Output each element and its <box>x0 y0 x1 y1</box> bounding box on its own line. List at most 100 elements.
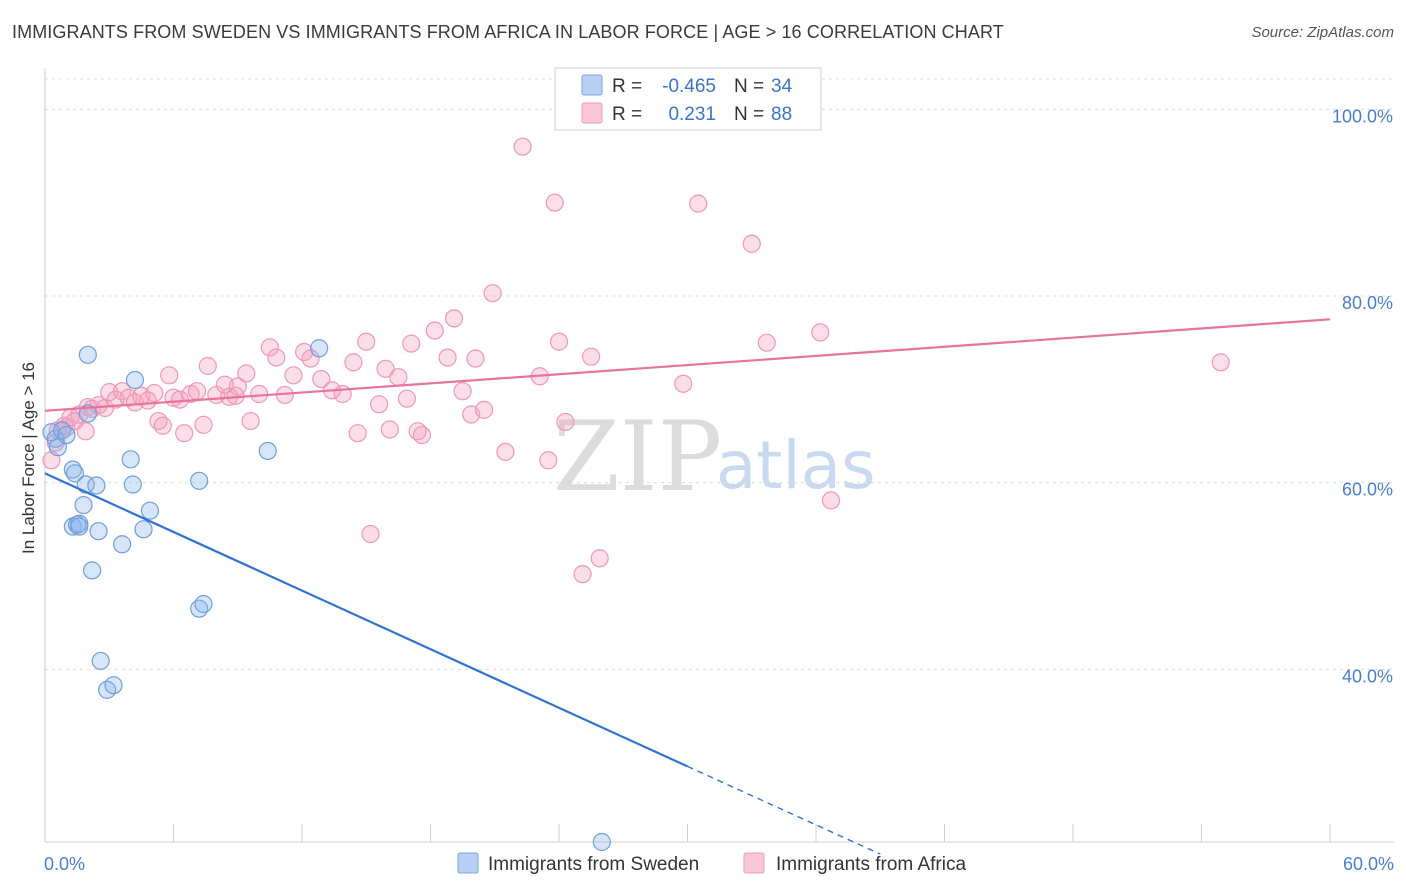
africa-point <box>757 333 776 352</box>
sweden-point <box>134 520 153 539</box>
y-tick-label-100: 100.0% <box>1332 106 1393 126</box>
africa-point <box>397 389 417 408</box>
legend-africa-r-value: 0.231 <box>668 104 716 125</box>
sweden-point <box>194 594 213 614</box>
y-tick-labels: 40.0% 60.0% 80.0% 100.0% <box>1332 106 1393 686</box>
watermark-zip: ZIP <box>553 401 722 513</box>
sweden-point <box>125 370 145 390</box>
bottom-legend-sweden: Immigrants from Sweden <box>488 854 699 875</box>
legend-sweden-n-label: N = <box>734 76 764 97</box>
legend-africa-r-label: R = <box>612 104 642 125</box>
africa-point <box>549 332 569 351</box>
sweden-point <box>74 495 93 515</box>
africa-point <box>474 400 494 419</box>
y-tick-label-60: 60.0% <box>1342 480 1393 500</box>
sweden-trend-line <box>44 472 688 768</box>
africa-point <box>187 382 207 401</box>
africa-point <box>241 411 260 431</box>
africa-point <box>425 321 444 340</box>
africa-point <box>389 368 408 387</box>
africa-point <box>250 384 269 404</box>
africa-point <box>312 369 331 389</box>
sweden-point <box>87 476 106 495</box>
africa-point <box>582 347 601 366</box>
x-tick-label-min: 0.0% <box>44 854 85 874</box>
sweden-points <box>42 339 611 852</box>
africa-point <box>453 382 472 401</box>
africa-point <box>260 338 279 357</box>
africa-point <box>295 342 314 362</box>
sweden-point <box>65 464 85 483</box>
africa-point <box>539 451 558 470</box>
africa-point <box>1211 353 1230 372</box>
africa-point <box>267 348 286 367</box>
sweden-point <box>104 676 123 695</box>
africa-point <box>376 359 395 378</box>
africa-point <box>284 366 303 385</box>
series-legend: Immigrants from Sweden Immigrants from A… <box>457 852 966 875</box>
source-credit: Source: ZipAtlas.com <box>1251 24 1394 41</box>
legend-sweden-n-value: 34 <box>771 76 793 97</box>
africa-point <box>466 349 485 368</box>
africa-point <box>112 382 132 401</box>
y-tick-label-40: 40.0% <box>1342 666 1393 686</box>
stats-legend: R = -0.465 N = 34 R = 0.231 N = 88 <box>554 67 822 131</box>
legend-africa-n-label: N = <box>734 104 764 125</box>
axes <box>44 68 1394 843</box>
africa-point <box>333 384 352 404</box>
sweden-trend-extension <box>687 765 881 855</box>
sweden-point <box>78 345 97 364</box>
bottom-legend-swatch-sweden <box>457 852 479 874</box>
sweden-point <box>89 522 108 541</box>
sweden-point <box>258 441 277 461</box>
africa-point <box>370 395 389 414</box>
bottom-legend-africa: Immigrants from Africa <box>776 854 966 875</box>
africa-point <box>145 383 164 403</box>
legend-africa-n-value: 88 <box>771 104 792 125</box>
africa-point <box>496 442 515 461</box>
sweden-point <box>140 501 160 520</box>
sweden-point <box>121 450 140 469</box>
bottom-legend-swatch-africa <box>743 852 765 874</box>
africa-point <box>545 193 564 212</box>
africa-point <box>513 137 532 156</box>
y-axis-label: In Labor Force | Age > 16 <box>19 362 38 554</box>
africa-point <box>348 424 367 443</box>
africa-points <box>42 137 1230 584</box>
sweden-point <box>78 404 97 423</box>
africa-point <box>175 424 194 443</box>
africa-point <box>742 234 761 253</box>
sweden-point <box>83 561 102 580</box>
y-tick-label-80: 80.0% <box>1342 293 1393 313</box>
sweden-point <box>190 471 209 490</box>
africa-point <box>198 356 217 376</box>
africa-point <box>590 549 609 568</box>
africa-point <box>674 374 693 393</box>
africa-point <box>573 565 592 584</box>
africa-point <box>402 334 421 353</box>
africa-point <box>821 491 841 510</box>
sweden-point <box>70 517 89 536</box>
africa-point <box>811 323 830 342</box>
sweden-point <box>57 425 76 445</box>
sweden-point <box>91 651 110 671</box>
africa-point <box>444 309 464 328</box>
africa-point <box>689 194 708 213</box>
trend-lines <box>44 318 1331 855</box>
sweden-point <box>112 535 132 554</box>
africa-point <box>361 524 380 544</box>
x-tick-label-max: 60.0% <box>1343 854 1394 874</box>
africa-point <box>228 377 247 396</box>
legend-sweden-r-label: R = <box>612 76 642 97</box>
africa-point <box>100 383 119 402</box>
chart-title: IMMIGRANTS FROM SWEDEN VS IMMIGRANTS FRO… <box>12 22 1004 42</box>
africa-point <box>344 353 363 372</box>
sweden-point <box>592 832 611 852</box>
africa-point <box>76 422 95 441</box>
africa-point <box>556 412 575 432</box>
sweden-point <box>123 475 142 494</box>
africa-point <box>483 284 502 303</box>
africa-point <box>237 364 256 383</box>
sweden-point <box>310 339 329 358</box>
